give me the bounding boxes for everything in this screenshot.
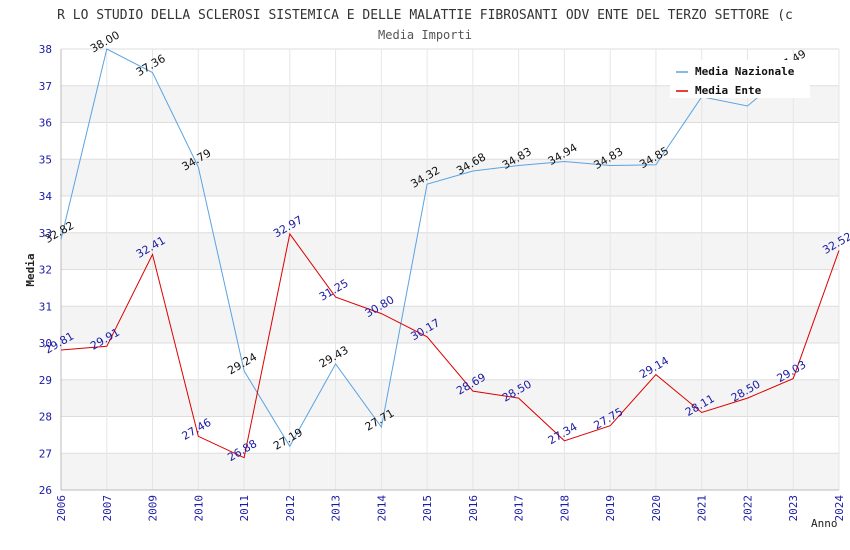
x-tick-label-2013: 2013 [330, 495, 343, 522]
y-axis-label: Media [24, 253, 37, 286]
x-tick-label-2014: 2014 [375, 495, 388, 522]
series-line-media-ente [60, 232, 840, 459]
band-32 [61, 232, 839, 270]
y-tick-label-38: 38 [39, 43, 52, 56]
y-tick-label-34: 34 [39, 190, 53, 203]
legend-label-media-nazionale: Media Nazionale [695, 65, 795, 78]
y-tick-label-29: 29 [39, 374, 52, 387]
x-tick-label-2024: 2024 [833, 495, 846, 522]
series-lines [60, 48, 840, 459]
x-tick-label-2006: 2006 [55, 495, 68, 522]
x-tick-label-2017: 2017 [513, 495, 526, 522]
y-tick-label-31: 31 [39, 300, 52, 313]
x-tick-label-2009: 2009 [147, 495, 160, 522]
y-tick-label-37: 37 [39, 80, 52, 93]
axes [60, 49, 839, 491]
x-tick-labels: 2006 2007 2009 2010 2011 2012 2013 2014 2015 2016… [55, 495, 846, 522]
band-28 [61, 379, 839, 417]
band-26 [61, 453, 839, 490]
legend-box [670, 60, 810, 98]
plot-background-bands [61, 49, 839, 490]
x-tick-label-2007: 2007 [101, 495, 114, 522]
y-tick-label-28: 28 [39, 411, 52, 424]
x-tick-label-2021: 2021 [696, 495, 709, 522]
chart-title: R LO STUDIO DELLA SCLEROSI SISTEMICA E D… [57, 8, 793, 23]
chart-subtitle: Media Importi [378, 28, 472, 42]
y-tick-label-33: 33 [39, 227, 52, 240]
x-tick-label-2010: 2010 [192, 495, 205, 522]
series-line-media-nazionale [60, 48, 794, 448]
x-tick-label-2022: 2022 [741, 495, 754, 522]
legend: Media Nazionale Media Ente [670, 60, 810, 98]
band-31 [61, 269, 839, 307]
x-tick-label-2020: 2020 [650, 495, 663, 522]
x-tick-label-2015: 2015 [421, 495, 434, 522]
x-tick-label-2019: 2019 [604, 495, 617, 522]
y-tick-label-35: 35 [39, 153, 52, 166]
band-35 [61, 122, 839, 160]
x-axis-label: Anno [811, 517, 838, 530]
y-tick-label-32: 32 [39, 264, 52, 277]
x-tick-label-2016: 2016 [467, 495, 480, 522]
x-tick-label-2012: 2012 [284, 495, 297, 522]
band-33 [61, 196, 839, 233]
band-27 [61, 416, 839, 454]
band-29 [61, 343, 839, 380]
y-tick-label-26: 26 [39, 484, 52, 497]
y-tick-label-30: 30 [39, 337, 52, 350]
gridlines [60, 48, 840, 491]
y-tick-label-27: 27 [39, 447, 52, 460]
x-tick-label-2011: 2011 [238, 495, 251, 522]
x-tick-label-2018: 2018 [558, 495, 571, 522]
band-30 [61, 306, 839, 343]
legend-label-media-ente: Media Ente [695, 84, 762, 97]
y-tick-label-36: 36 [39, 117, 52, 130]
y-tick-labels: 26 27 28 29 30 31 32 33 34 35 36 37 38 [39, 43, 53, 497]
x-tick-label-2023: 2023 [787, 495, 800, 522]
